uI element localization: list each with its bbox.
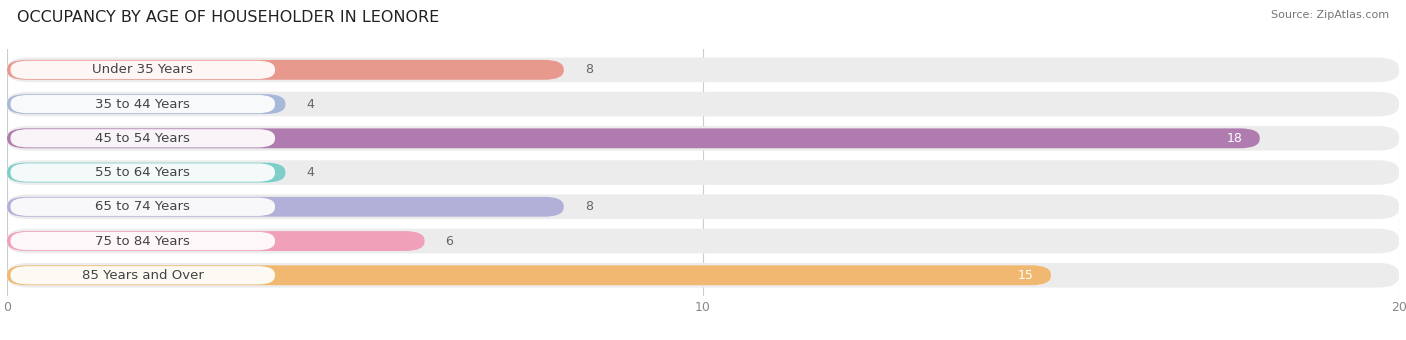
Text: 45 to 54 Years: 45 to 54 Years [96,132,190,145]
FancyBboxPatch shape [10,266,276,284]
FancyBboxPatch shape [7,94,285,114]
Text: 6: 6 [446,235,453,248]
Text: 4: 4 [307,166,314,179]
Text: 8: 8 [585,63,593,76]
Text: 55 to 64 Years: 55 to 64 Years [96,166,190,179]
FancyBboxPatch shape [10,232,276,250]
Text: 65 to 74 Years: 65 to 74 Years [96,200,190,213]
Text: 35 to 44 Years: 35 to 44 Years [96,98,190,111]
FancyBboxPatch shape [7,60,564,80]
FancyBboxPatch shape [10,61,276,79]
FancyBboxPatch shape [7,129,1260,148]
FancyBboxPatch shape [10,95,276,113]
FancyBboxPatch shape [10,164,276,182]
FancyBboxPatch shape [10,198,276,216]
FancyBboxPatch shape [7,160,1399,185]
Text: Under 35 Years: Under 35 Years [93,63,193,76]
FancyBboxPatch shape [7,263,1399,288]
Text: 85 Years and Over: 85 Years and Over [82,269,204,282]
FancyBboxPatch shape [7,57,1399,82]
Text: 4: 4 [307,98,314,111]
FancyBboxPatch shape [7,197,564,217]
FancyBboxPatch shape [7,229,1399,253]
FancyBboxPatch shape [7,194,1399,219]
FancyBboxPatch shape [7,126,1399,151]
FancyBboxPatch shape [7,163,285,183]
FancyBboxPatch shape [7,231,425,251]
Text: 8: 8 [585,200,593,213]
FancyBboxPatch shape [10,129,276,148]
Text: Source: ZipAtlas.com: Source: ZipAtlas.com [1271,10,1389,20]
Text: 15: 15 [1018,269,1033,282]
Text: OCCUPANCY BY AGE OF HOUSEHOLDER IN LEONORE: OCCUPANCY BY AGE OF HOUSEHOLDER IN LEONO… [17,10,439,25]
FancyBboxPatch shape [7,265,1052,285]
FancyBboxPatch shape [7,92,1399,116]
Text: 75 to 84 Years: 75 to 84 Years [96,235,190,248]
Text: 18: 18 [1226,132,1243,145]
